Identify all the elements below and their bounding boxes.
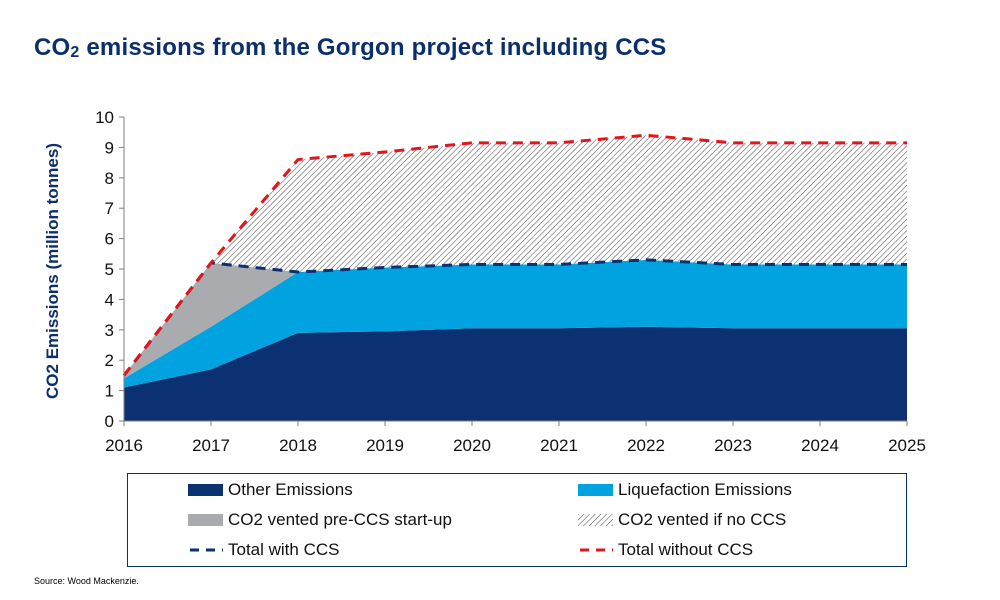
y-tick-label: 8 (105, 169, 114, 188)
line-total_ccs (122, 258, 907, 377)
title-subscript: 2 (70, 44, 80, 61)
legend-label: Total with CCS (228, 540, 340, 559)
x-tick-label: 2023 (714, 436, 752, 455)
line-total_no_ccs (122, 133, 907, 377)
y-tick-label: 2 (105, 351, 114, 370)
legend-item-vented_pre_ccs: CO2 vented pre-CCS start-up (188, 510, 452, 530)
source-note: Source: Wood Mackenzie. (34, 576, 139, 586)
chart-axes: 0 1 2 3 4 5 6 7 8 9 10 2016 2017 2018 2019 2020 2021 2022… (95, 108, 926, 455)
legend-item-vented_no_ccs: CO2 vented if no CCS (578, 510, 786, 530)
title-co: CO (34, 34, 71, 61)
y-tick-label: 7 (105, 199, 114, 218)
x-tick-label: 2018 (279, 436, 317, 455)
legend-swatch-vented_no_ccs (578, 514, 613, 526)
legend-label: CO2 vented if no CCS (618, 510, 787, 529)
y-tick-label: 3 (105, 321, 114, 340)
legend-item-total_ccs: Total with CCS (188, 540, 339, 560)
x-tick-label: 2021 (540, 436, 578, 455)
x-tick-label: 2017 (192, 436, 230, 455)
y-tick-label: 5 (105, 260, 114, 279)
y-tick-label: 6 (105, 230, 114, 249)
y-tick-label: 10 (95, 108, 114, 127)
legend-label: Other Emissions (228, 480, 353, 499)
legend: Other Emissions Liquefaction Emissions CO2… (127, 473, 907, 567)
area-vented_no_ccs (124, 135, 907, 376)
legend-swatch-total_no_ccs (580, 548, 613, 552)
legend-swatch-total_ccs (190, 548, 223, 552)
x-tick-label: 2024 (801, 436, 839, 455)
legend-swatch-vented_pre_ccs (188, 514, 223, 526)
legend-swatch-other (188, 484, 223, 496)
y-tick-label: 0 (105, 412, 114, 431)
y-tick-label: 4 (105, 290, 114, 309)
x-tick-label: 2020 (453, 436, 491, 455)
x-tick-label: 2022 (627, 436, 665, 455)
y-axis-label: CO2 Emissions (million tonnes) (43, 143, 62, 399)
chart-title: CO2 emissions from the Gorgon project in… (34, 34, 667, 62)
y-tick-label: 9 (105, 138, 114, 157)
chart-areas (124, 135, 907, 421)
legend-swatch-liquefaction (578, 484, 613, 496)
x-tick-label: 2025 (888, 436, 926, 455)
legend-item-total_no_ccs: Total without CCS (578, 540, 753, 560)
legend-label: Total without CCS (618, 540, 754, 559)
legend-item-liquefaction: Liquefaction Emissions (578, 480, 792, 500)
legend-item-other: Other Emissions (188, 480, 353, 500)
title-rest: emissions from the Gorgon project includ… (79, 34, 667, 61)
legend-label: CO2 vented pre-CCS start-up (228, 510, 452, 529)
area-liquefaction (124, 259, 907, 388)
chart-lines (122, 133, 907, 377)
x-tick-label: 2019 (366, 436, 404, 455)
area-other (124, 326, 907, 421)
x-tick-label: 2016 (105, 436, 143, 455)
legend-label: Liquefaction Emissions (618, 480, 792, 499)
y-tick-label: 1 (105, 382, 114, 401)
